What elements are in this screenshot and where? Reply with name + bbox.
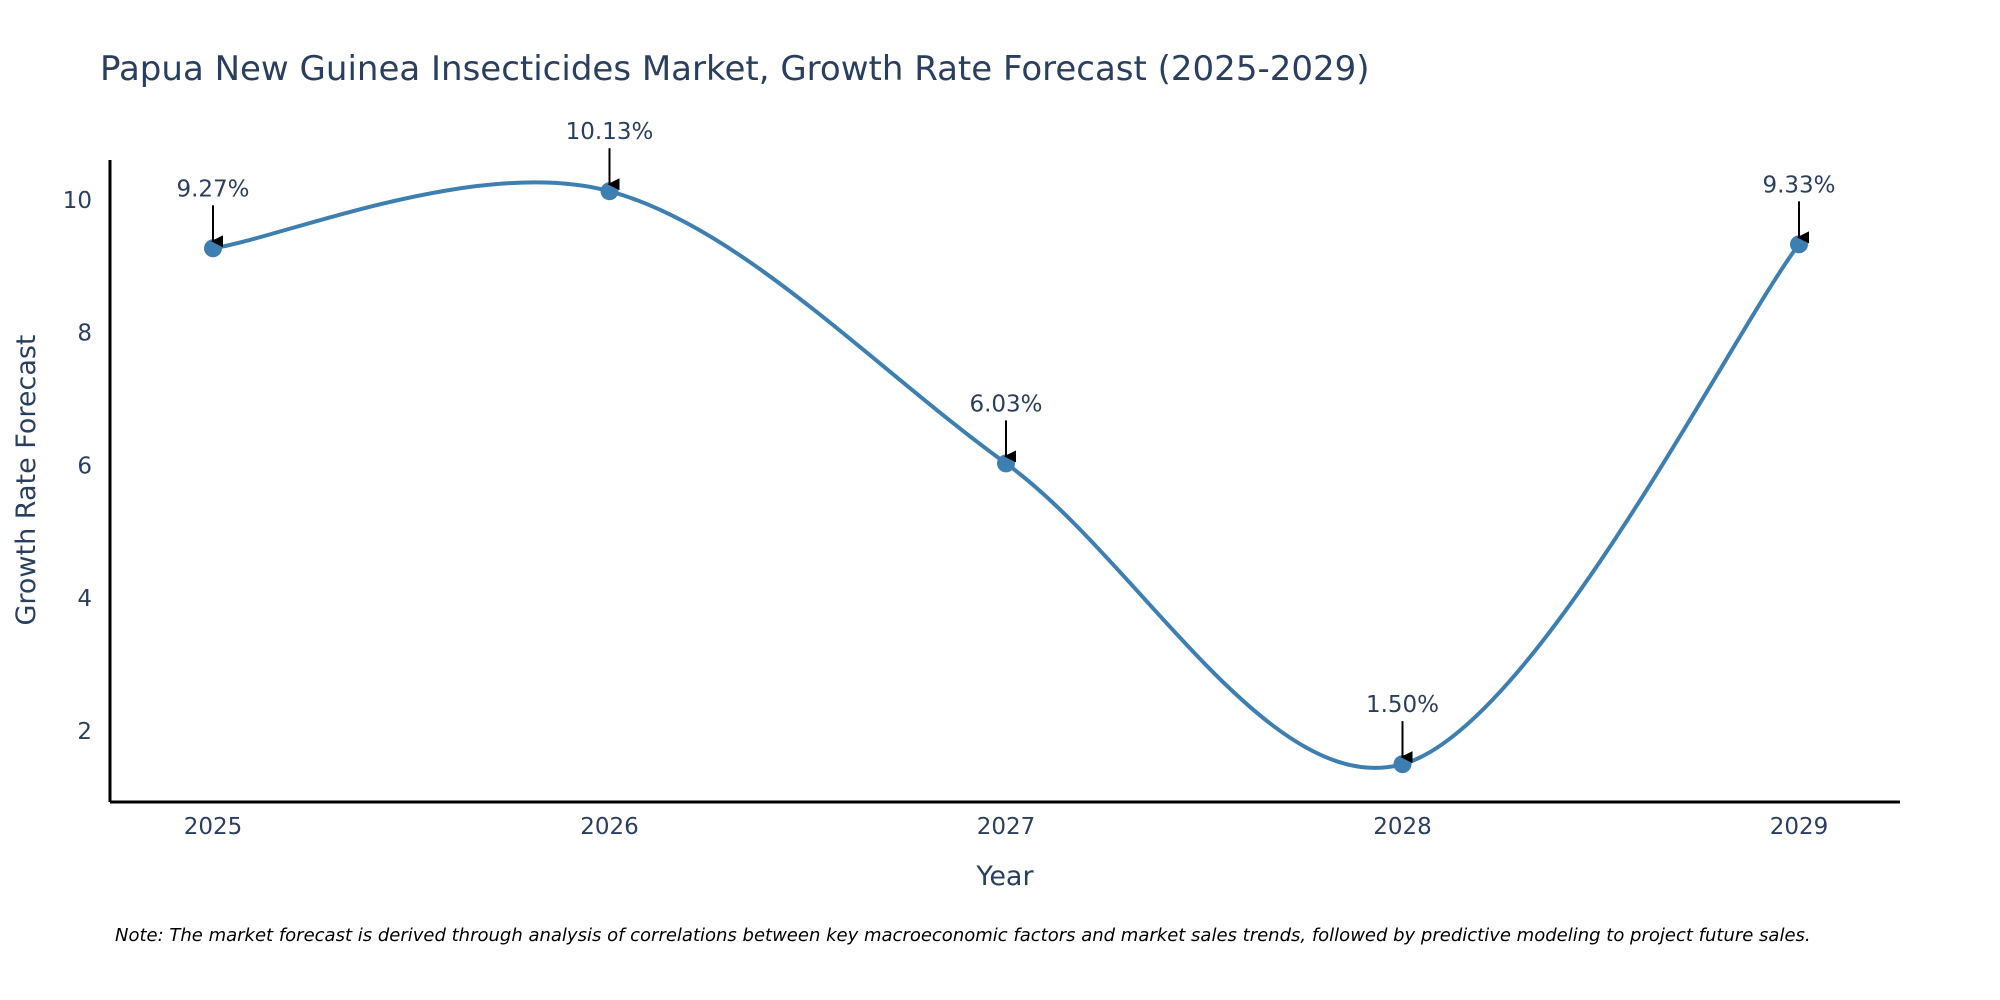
x-tick-label: 2029 — [1770, 814, 1829, 840]
y-tick-label: 4 — [77, 586, 92, 612]
data-point — [600, 182, 619, 201]
y-tick-label: 2 — [77, 719, 92, 745]
x-tick-label: 2027 — [977, 814, 1036, 840]
plot-area: 9.27% 10.13% 6.03% 1.50% 9.33% — [176, 119, 1836, 774]
data-label: 1.50% — [1366, 692, 1439, 718]
y-tick-label: 10 — [63, 188, 92, 214]
chart-title: Papua New Guinea Insecticides Market, Gr… — [100, 49, 1370, 89]
x-tick-label: 2026 — [580, 814, 639, 840]
y-tick-label: 6 — [77, 453, 92, 479]
series-line — [211, 180, 1801, 770]
data-point — [204, 239, 222, 258]
x-axis-ticks: 2025 2026 2027 2028 2029 — [184, 814, 1829, 840]
data-label: 10.13% — [566, 119, 654, 145]
chart-note: Note: The market forecast is derived thr… — [115, 925, 1811, 946]
data-label: 6.03% — [969, 391, 1042, 417]
data-point — [1393, 755, 1412, 774]
y-axis-ticks: 2 4 6 8 10 — [63, 188, 92, 745]
y-axis-title: Growth Rate Forecast — [11, 334, 42, 625]
x-axis-title: Year — [975, 861, 1034, 892]
data-label: 9.27% — [176, 176, 249, 202]
x-tick-label: 2028 — [1373, 814, 1432, 840]
data-label: 9.33% — [1762, 172, 1835, 198]
data-point — [1790, 235, 1808, 254]
y-tick-label: 8 — [77, 321, 92, 347]
data-point — [997, 454, 1015, 473]
x-tick-label: 2025 — [184, 814, 243, 840]
